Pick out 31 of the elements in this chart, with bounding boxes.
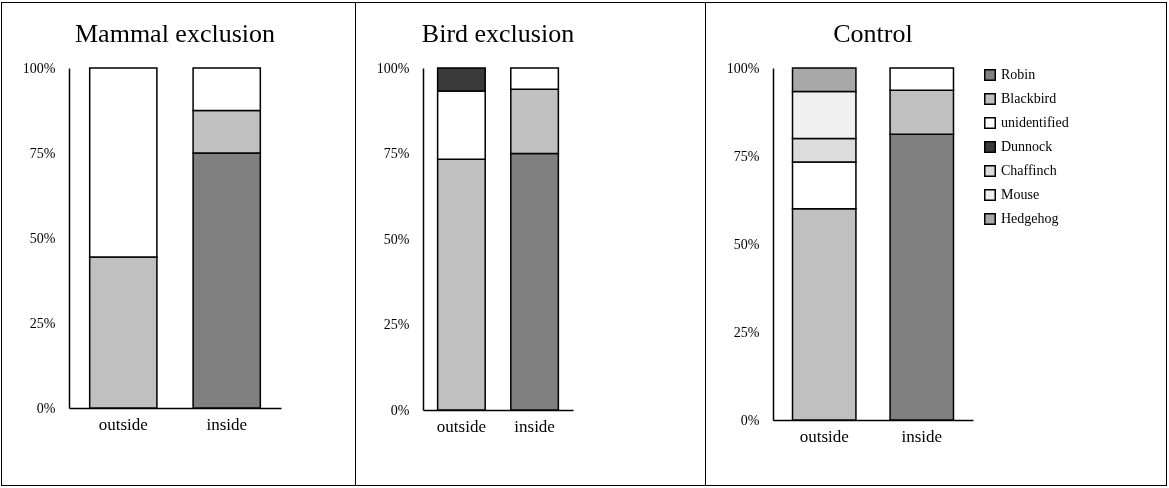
y-tick-label: 0% (740, 412, 760, 428)
y-tick-label: 25% (384, 317, 411, 332)
legend-label: Mouse (1000, 187, 1039, 202)
chart-title: Bird exclusion (422, 19, 575, 48)
x-tick-label: outside (799, 426, 849, 446)
y-tick-label: 25% (733, 324, 760, 340)
y-tick-label: 25% (29, 315, 56, 331)
legend-label: Hedgehog (1000, 211, 1059, 226)
y-tick-label: 50% (384, 231, 411, 247)
x-tick-label: outside (98, 414, 148, 434)
y-tick-label: 50% (733, 236, 760, 252)
y-tick-label: 50% (29, 230, 56, 246)
y-tick-label: 75% (29, 145, 56, 161)
x-tick-label: outside (437, 416, 487, 436)
legend-label: Blackbird (1000, 91, 1057, 106)
y-tick-label: 100% (726, 60, 760, 76)
y-tick-label: 75% (733, 148, 760, 164)
x-tick-label: inside (901, 426, 942, 446)
chart-title: Mammal exclusion (74, 19, 276, 48)
y-tick-label: 75% (384, 146, 411, 161)
y-tick-label: 0% (36, 400, 56, 416)
chart-title: Control (833, 19, 913, 48)
x-tick-label: inside (514, 416, 556, 436)
y-tick-label: 100% (22, 60, 56, 76)
legend-label: unidentified (1000, 115, 1069, 130)
y-tick-label: 0% (391, 402, 411, 418)
x-tick-label: inside (206, 414, 248, 434)
legend-label: Chaffinch (1000, 163, 1057, 178)
y-tick-label: 100% (377, 60, 411, 76)
legend-label: Robin (1000, 67, 1036, 82)
legend-label: Dunnock (1000, 139, 1053, 154)
